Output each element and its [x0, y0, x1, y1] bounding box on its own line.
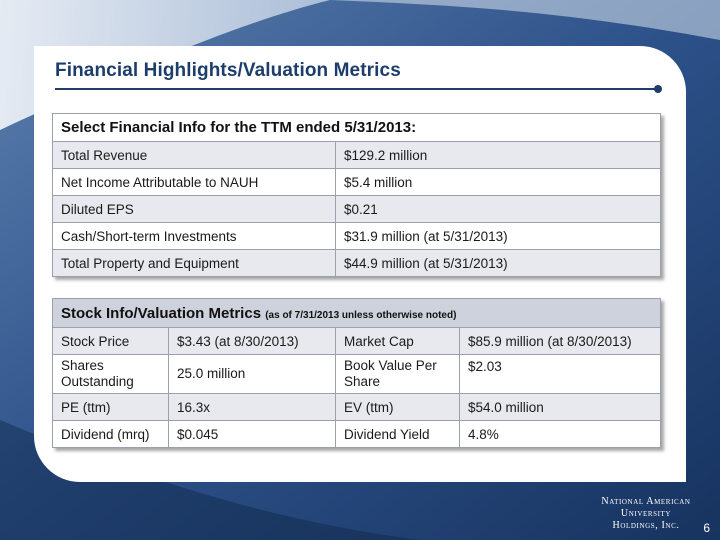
metric-value: 16.3x	[168, 393, 336, 421]
company-logo: National American University Holdings, I…	[586, 496, 706, 532]
metric-value: 25.0 million	[168, 354, 336, 394]
stock-valuation-table: Stock Info/Valuation Metrics (as of 7/31…	[52, 298, 661, 448]
table-row: Diluted EPS $0.21	[52, 195, 661, 223]
row-value: $0.21	[335, 195, 661, 223]
metric-value: $0.045	[168, 420, 336, 448]
metric-label: Shares Outstanding	[52, 354, 169, 394]
row-label: Net Income Attributable to NAUH	[52, 168, 336, 196]
metric-label: PE (ttm)	[52, 393, 169, 421]
table-row: PE (ttm) 16.3x EV (ttm) $54.0 million	[52, 393, 661, 421]
table-row: Total Property and Equipment $44.9 milli…	[52, 249, 661, 277]
table-row: Dividend (mrq) $0.045 Dividend Yield 4.8…	[52, 420, 661, 448]
metric-value: $85.9 million (at 8/30/2013)	[459, 327, 661, 355]
stock-header-title: Stock Info/Valuation Metrics	[61, 304, 262, 322]
metric-value: $2.03	[459, 354, 661, 394]
logo-line1: National American University	[601, 496, 691, 519]
row-value: $5.4 million	[335, 168, 661, 196]
title-underline	[55, 85, 662, 93]
metric-value: 4.8%	[459, 420, 661, 448]
table-row: Net Income Attributable to NAUH $5.4 mil…	[52, 168, 661, 196]
row-label: Diluted EPS	[52, 195, 336, 223]
metric-label: Stock Price	[52, 327, 169, 355]
metric-value: $3.43 (at 8/30/2013)	[168, 327, 336, 355]
table-header-row: Stock Info/Valuation Metrics (as of 7/31…	[52, 298, 661, 328]
metric-label: Dividend Yield	[335, 420, 460, 448]
stock-header-note: (as of 7/31/2013 unless otherwise noted)	[265, 309, 457, 321]
row-label: Cash/Short-term Investments	[52, 222, 336, 250]
financial-table-header: Select Financial Info for the TTM ended …	[52, 113, 661, 142]
metric-label: Book Value Per Share	[335, 354, 460, 394]
row-value: $129.2 million	[335, 141, 661, 169]
row-label: Total Revenue	[52, 141, 336, 169]
table-header-row: Select Financial Info for the TTM ended …	[52, 113, 661, 142]
financial-info-table: Select Financial Info for the TTM ended …	[52, 113, 661, 277]
metric-value: $54.0 million	[459, 393, 661, 421]
page-number: 6	[703, 521, 710, 535]
row-value: $31.9 million (at 5/31/2013)	[335, 222, 661, 250]
metric-label: Dividend (mrq)	[52, 420, 169, 448]
row-label: Total Property and Equipment	[52, 249, 336, 277]
table-row: Stock Price $3.43 (at 8/30/2013) Market …	[52, 327, 661, 355]
row-value: $44.9 million (at 5/31/2013)	[335, 249, 661, 277]
metric-label: Market Cap	[335, 327, 460, 355]
metric-label: EV (ttm)	[335, 393, 460, 421]
page-title: Financial Highlights/Valuation Metrics	[55, 60, 401, 81]
table-row: Shares Outstanding 25.0 million Book Val…	[52, 354, 661, 394]
logo-line2: Holdings, Inc.	[612, 520, 680, 531]
table-row: Cash/Short-term Investments $31.9 millio…	[52, 222, 661, 250]
table-row: Total Revenue $129.2 million	[52, 141, 661, 169]
stock-table-header: Stock Info/Valuation Metrics (as of 7/31…	[52, 298, 661, 328]
